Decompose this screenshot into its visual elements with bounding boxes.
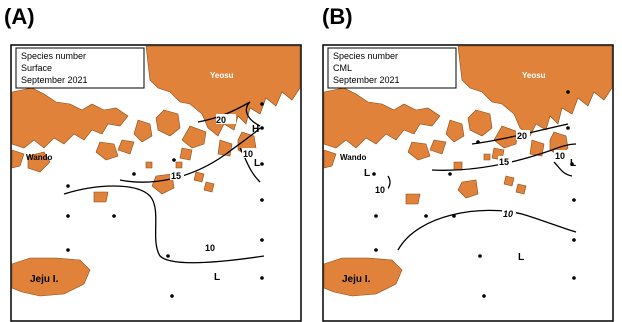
contour-label-10-south: 10 [503,209,513,219]
contour-15 [119,127,261,183]
contour-label-10-east: 10 [555,151,565,161]
land-west-coast [323,87,447,169]
extremum-l-south: L [214,272,220,283]
extremum-l-south: L [518,252,524,263]
contour-label-20: 20 [517,131,527,141]
info-line-3: September 2021 [21,75,88,85]
contour-15 [431,143,577,171]
contour-labels-a: 20 15 10 10 [170,114,256,253]
contour-label-10-south: 10 [205,243,215,253]
place-yeosu: Yeosu [210,71,234,80]
contour-10-south [63,185,265,264]
map-b-svg: 20 15 10 10 10 L L L Species number CML … [322,44,614,322]
info-line-1: Species number [333,51,398,61]
contour-10-east [553,161,573,177]
panel-a-label: (A) [4,4,35,29]
panel-b-label: (B) [322,4,353,29]
land-jeju-island [323,257,403,297]
map-panel-b: 20 15 10 10 10 L L L Species number CML … [322,44,614,322]
land-south-coast [133,45,301,157]
extremum-h: H [252,124,259,135]
stations-b [372,90,576,298]
contour-label-15: 15 [171,171,181,181]
info-box-b: Species number CML September 2021 [327,47,457,89]
extrema-a: H L L [214,124,260,283]
info-line-3: September 2021 [333,75,400,85]
info-box-a: Species number Surface September 2021 [15,47,145,89]
contour-label-10-east: 10 [243,149,253,159]
contour-label-20: 20 [216,115,226,125]
land-jeju-island [11,257,91,297]
contour-20 [197,101,251,123]
place-jeju: Jeju I. [342,274,371,285]
place-yeosu: Yeosu [522,71,546,80]
land-south-coast [445,45,613,157]
map-a-svg: 20 15 10 10 H L L Species number Surface… [10,44,302,322]
contour-labels-b: 20 15 10 10 10 [374,130,568,219]
stations-a [66,102,264,298]
land-west-coast [11,87,135,173]
contour-label-15: 15 [499,157,509,167]
extremum-l-west: L [364,168,370,179]
contour-10-east [239,147,261,183]
info-line-1: Species number [21,51,86,61]
contour-label-10-west: 10 [375,185,385,195]
place-wando: Wando [26,153,52,162]
place-jeju: Jeju I. [30,274,59,285]
info-line-2: Surface [21,63,52,73]
map-panel-a: 20 15 10 10 H L L Species number Surface… [10,44,302,322]
extremum-l-east: L [254,158,260,169]
place-wando: Wando [340,153,366,162]
contours-a [63,101,265,264]
contour-20-tail [245,101,261,127]
info-line-2: CML [333,63,352,73]
